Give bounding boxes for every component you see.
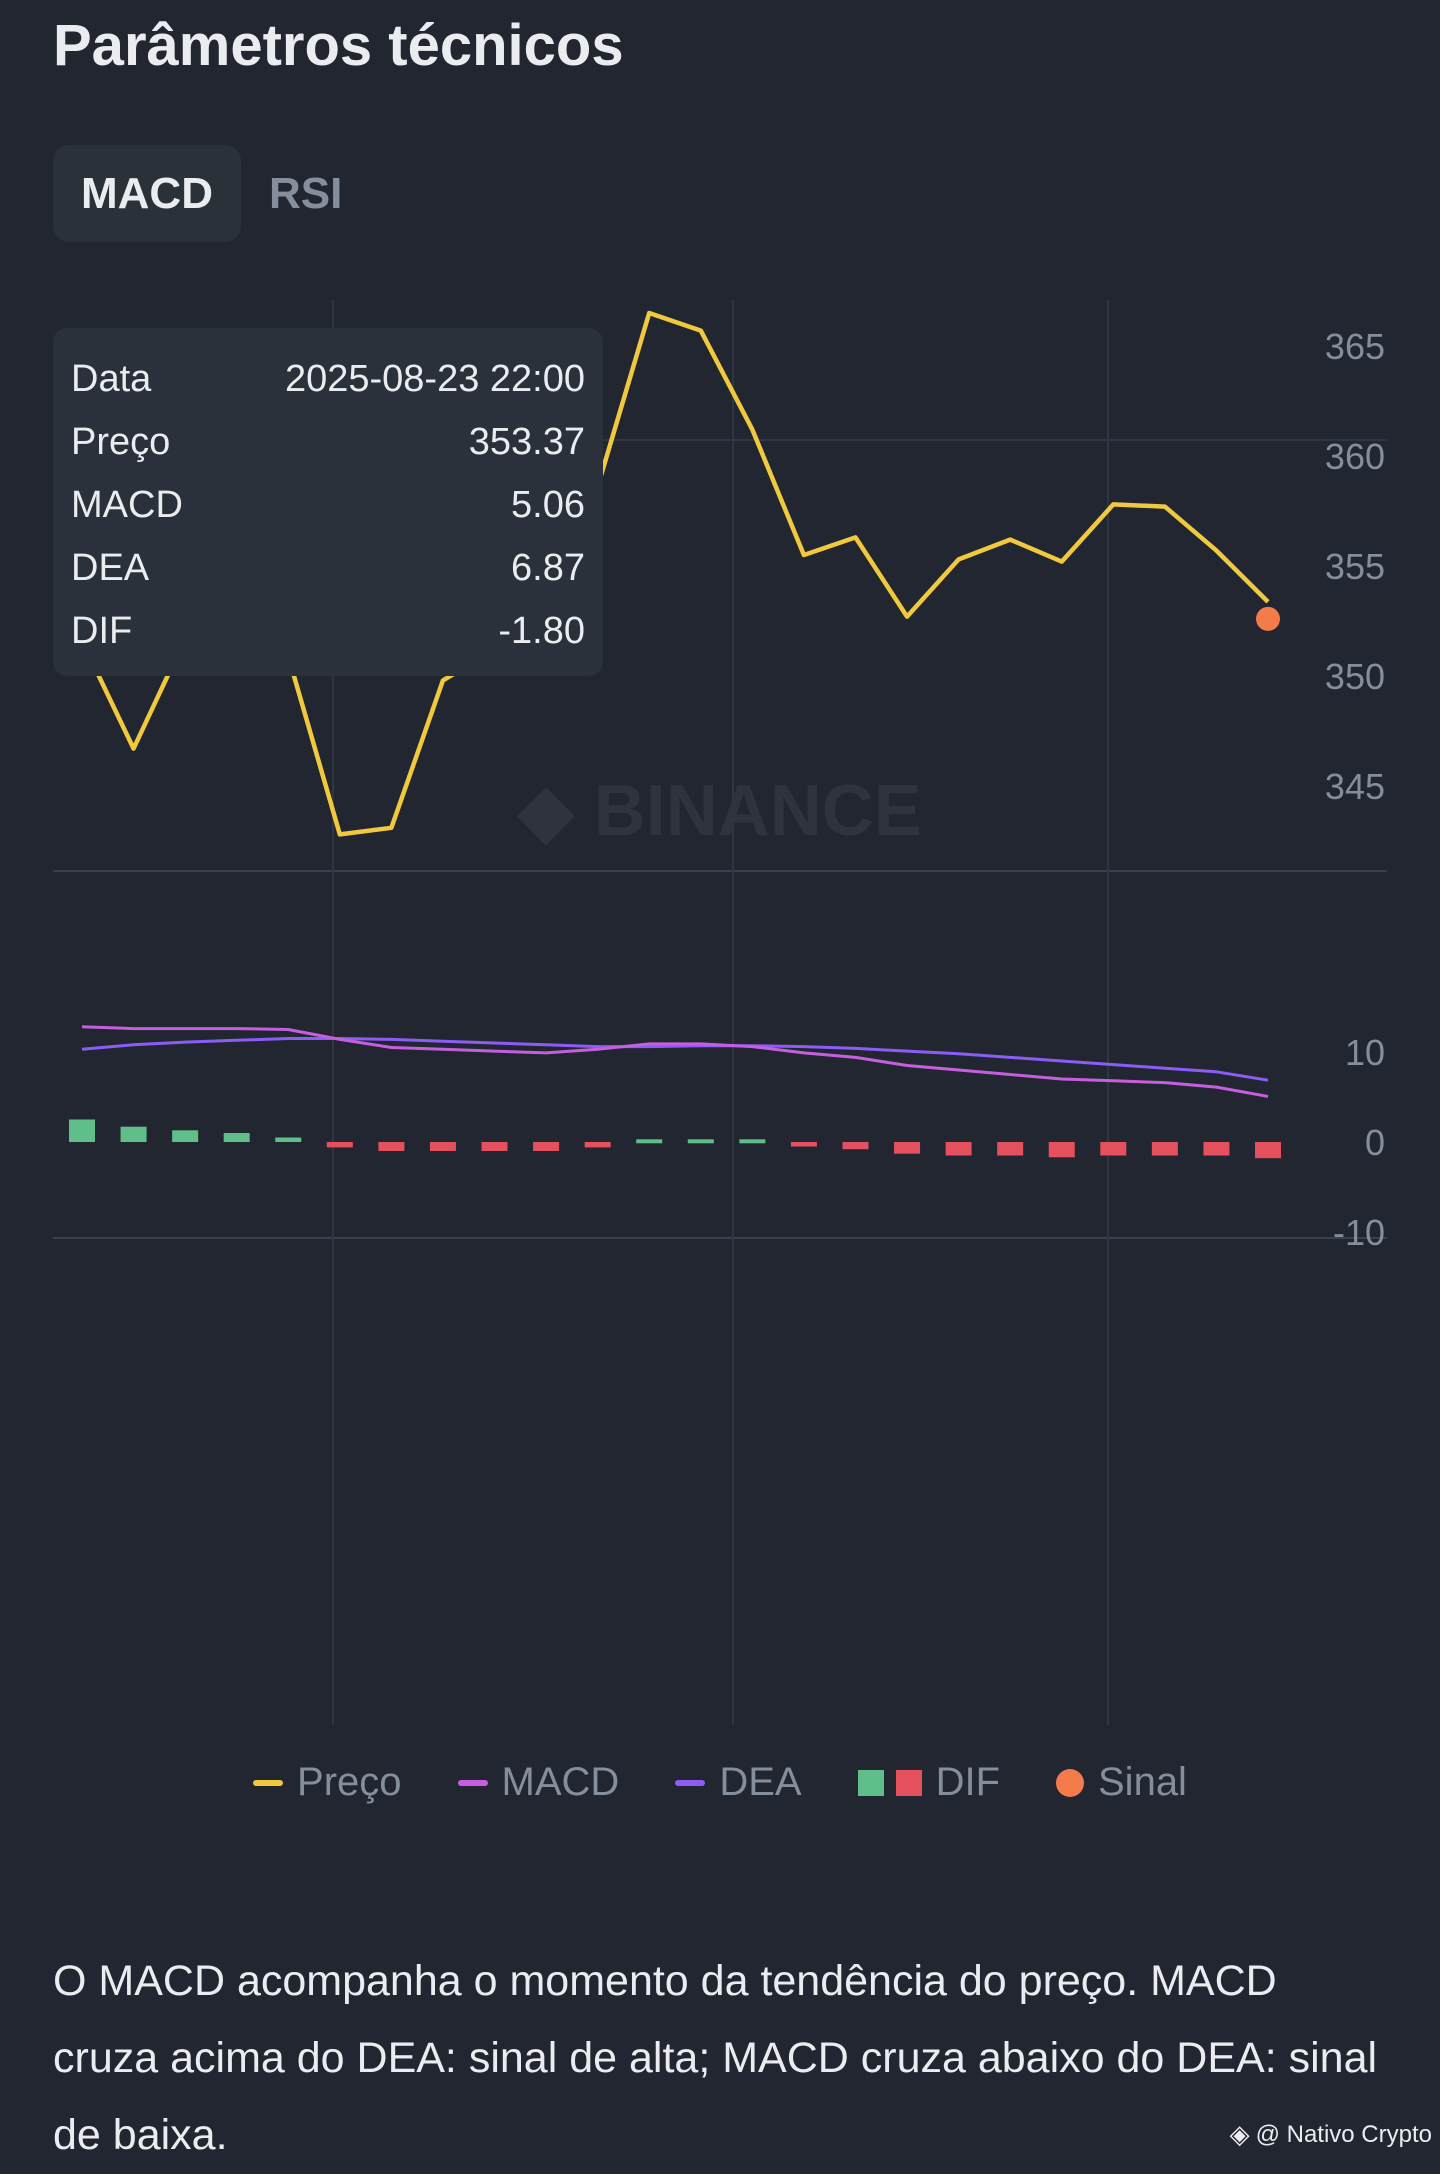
dif-bar <box>482 1142 508 1151</box>
dif-bar <box>327 1142 353 1147</box>
binance-watermark: ◆ BINANCE <box>516 771 921 851</box>
tab-rsi[interactable]: RSI <box>241 145 370 242</box>
macd-description: O MACD acompanha o momento da tendência … <box>53 1943 1393 2174</box>
tooltip-label: MACD <box>71 474 183 537</box>
price-tick-label: 355 <box>1325 546 1385 587</box>
price-tick-label: 360 <box>1325 436 1385 477</box>
legend-label: MACD <box>502 1760 620 1805</box>
legend-label: Sinal <box>1098 1760 1187 1805</box>
dif-bar <box>172 1130 198 1142</box>
dif-bar <box>946 1142 972 1156</box>
tooltip-label: Preço <box>71 411 170 474</box>
price-tick-label: 345 <box>1325 766 1385 807</box>
macd-tick-label: -10 <box>1333 1212 1385 1253</box>
tooltip-row-dea: DEA 6.87 <box>71 537 585 600</box>
dif-bar <box>688 1139 714 1143</box>
legend-line-swatch <box>675 1780 705 1786</box>
legend-dot-swatch <box>1056 1769 1084 1797</box>
legend-item-sinal[interactable]: Sinal <box>1056 1760 1187 1805</box>
tab-macd[interactable]: MACD <box>53 145 241 242</box>
dif-bar <box>1049 1142 1075 1157</box>
tooltip-value: 6.87 <box>511 537 585 600</box>
price-tick-label: 350 <box>1325 656 1385 697</box>
legend-item-dea[interactable]: DEA <box>675 1760 801 1805</box>
tooltip-value: 5.06 <box>511 474 585 537</box>
legend-item-preco[interactable]: Preço <box>253 1760 402 1805</box>
tooltip-value: -1.80 <box>498 600 585 663</box>
dif-bar <box>275 1138 301 1143</box>
dif-bar <box>585 1142 611 1147</box>
dif-bar <box>1255 1142 1281 1158</box>
signal-dot <box>1256 607 1280 631</box>
tooltip-value: 353.37 <box>469 411 585 474</box>
dif-bar <box>997 1142 1023 1156</box>
footer-credit: ◈ @ Nativo Crypto <box>1230 2119 1432 2150</box>
tooltip-row-macd: MACD 5.06 <box>71 474 585 537</box>
legend-label: DIF <box>936 1760 1000 1805</box>
page-title: Parâmetros técnicos <box>53 12 624 79</box>
tooltip-row-price: Preço 353.37 <box>71 411 585 474</box>
dif-bar <box>1100 1142 1126 1156</box>
binance-diamond-icon: ◈ <box>1230 2119 1250 2150</box>
dif-bar <box>894 1142 920 1154</box>
dif-bar <box>378 1142 404 1151</box>
tooltip-label: DIF <box>71 600 132 663</box>
dif-bar <box>739 1139 765 1143</box>
indicator-tabs: MACD RSI <box>53 145 370 242</box>
macd-tick-label: 0 <box>1365 1122 1385 1163</box>
tooltip-value: 2025-08-23 22:00 <box>285 348 585 411</box>
legend-item-dif[interactable]: DIF <box>858 1760 1000 1805</box>
chart-legend: Preço MACD DEA DIF Sinal <box>0 1760 1440 1805</box>
dif-bar <box>1203 1142 1229 1156</box>
dif-bar <box>533 1142 559 1151</box>
dif-bar <box>842 1142 868 1149</box>
tooltip-label: Data <box>71 348 151 411</box>
legend-line-swatch <box>458 1780 488 1786</box>
legend-box-positive <box>858 1770 884 1796</box>
dif-bar <box>636 1139 662 1143</box>
dif-bar <box>224 1133 250 1142</box>
dif-bar <box>791 1142 817 1147</box>
dif-bar <box>121 1127 147 1142</box>
legend-line-swatch <box>253 1780 283 1786</box>
macd-tick-label: 10 <box>1345 1032 1385 1073</box>
dif-bar <box>69 1120 95 1143</box>
legend-label: Preço <box>297 1760 402 1805</box>
legend-item-macd[interactable]: MACD <box>458 1760 620 1805</box>
tooltip-label: DEA <box>71 537 149 600</box>
tooltip-row-date: Data 2025-08-23 22:00 <box>71 348 585 411</box>
legend-label: DEA <box>719 1760 801 1805</box>
data-tooltip: Data 2025-08-23 22:00 Preço 353.37 MACD … <box>53 328 603 676</box>
legend-box-negative <box>896 1770 922 1796</box>
footer-text: @ Nativo Crypto <box>1256 2121 1432 2149</box>
price-tick-label: 365 <box>1325 326 1385 367</box>
dif-bar <box>1152 1142 1178 1156</box>
tooltip-row-dif: DIF -1.80 <box>71 600 585 663</box>
dif-bar <box>430 1142 456 1151</box>
